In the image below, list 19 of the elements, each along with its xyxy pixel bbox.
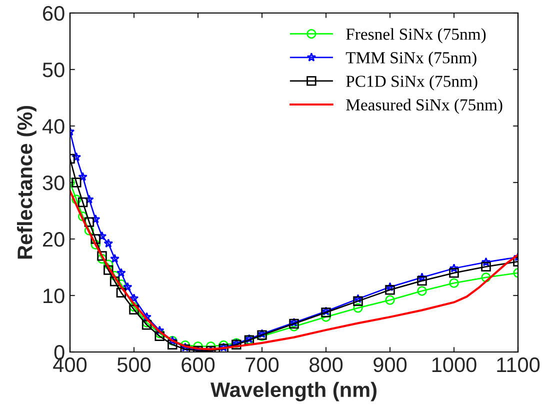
- x-tick-label: 500: [117, 357, 151, 372]
- legend-label: TMM SiNx (75nm): [346, 52, 476, 67]
- x-tick-label: 1000: [432, 357, 476, 372]
- y-tick-label: 40: [42, 119, 64, 134]
- y-tick-label: 60: [43, 6, 64, 21]
- x-tick-label: 800: [310, 357, 343, 372]
- y-tick-label: 10: [44, 288, 64, 304]
- y-tick-label: 50: [42, 62, 64, 78]
- x-axis-title: Wavelength (nm): [210, 382, 376, 402]
- y-axis-title: Reflectance (%): [16, 106, 36, 259]
- x-tick-label: 700: [246, 357, 279, 372]
- legend-label: PC1D SiNx (75nm): [346, 75, 478, 90]
- x-tick-label: 900: [374, 357, 407, 372]
- y-tick-label: 20: [43, 232, 64, 247]
- legend-label: Measured SiNx (75nm): [346, 98, 502, 114]
- x-tick-label: 600: [182, 357, 215, 372]
- y-tick-label: 30: [42, 176, 64, 190]
- legend-label: Fresnel SiNx (75nm): [346, 28, 486, 44]
- x-tick-label: 1100: [497, 357, 540, 372]
